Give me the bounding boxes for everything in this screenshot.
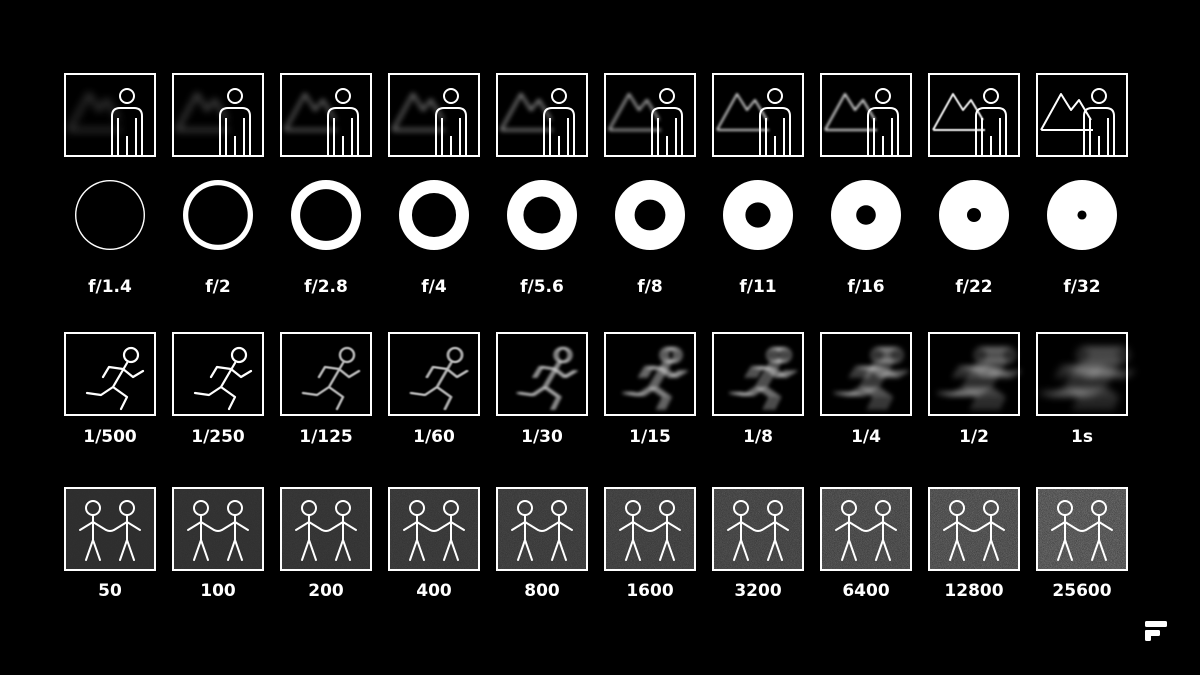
shutter-speed-label: 1/60 (413, 427, 455, 447)
f-stop-label: f/1.4 (88, 277, 132, 297)
iso-value-label: 400 (416, 581, 452, 601)
running-man-icon (604, 332, 696, 416)
iso-labels-row: 50 100 200 400 800 1600 3200 6400 12800 25600 (98, 581, 1112, 601)
running-man-icon (496, 332, 588, 416)
shutter-speed-label: 1/8 (743, 427, 773, 447)
two-people-holding-hands-icon (172, 487, 264, 571)
running-man-icon (64, 332, 156, 416)
iso-value-label: 800 (524, 581, 560, 601)
aperture-ring-icon (183, 180, 253, 250)
aperture-ring-icon (939, 180, 1009, 250)
iso-value-label: 25600 (1052, 581, 1111, 601)
two-people-holding-hands-icon (280, 487, 372, 571)
aperture-frames-row (64, 73, 1128, 157)
f-stop-label: f/16 (847, 277, 884, 297)
aperture-ring-icon (399, 180, 469, 250)
running-man-icon (1036, 332, 1135, 416)
running-man-icon (928, 332, 1021, 416)
mountain-person-icon (172, 73, 264, 157)
aperture-ring-icon (1047, 180, 1117, 250)
mountain-person-icon (64, 73, 156, 157)
frandroid-f-logo-icon (1145, 621, 1167, 641)
two-people-holding-hands-icon (496, 487, 588, 571)
shutter-speed-label: 1/125 (299, 427, 353, 447)
shutter-speed-label: 1/15 (629, 427, 671, 447)
mountain-person-icon (928, 73, 1020, 157)
f-stop-label: f/2 (205, 277, 230, 297)
shutter-speed-label: 1/2 (959, 427, 989, 447)
running-man-icon (172, 332, 264, 416)
f-stop-label: f/32 (1063, 277, 1100, 297)
f-stop-label: f/2.8 (304, 277, 348, 297)
iso-value-label: 3200 (734, 581, 781, 601)
running-man-icon (388, 332, 480, 416)
f-stop-label: f/11 (739, 277, 776, 297)
aperture-labels-row: f/1.4 f/2 f/2.8 f/4 f/5.6 f/8 f/11 f/16 f/22 f/32 (88, 277, 1101, 297)
mountain-person-icon (388, 73, 480, 157)
aperture-ring-icon (291, 180, 361, 250)
shutter-speed-label: 1/4 (851, 427, 881, 447)
mountain-person-icon (1036, 73, 1128, 157)
iso-value-label: 50 (98, 581, 122, 601)
running-man-icon (712, 332, 804, 416)
two-people-holding-hands-icon (820, 487, 912, 571)
mountain-person-icon (604, 73, 696, 157)
two-people-holding-hands-icon (1036, 487, 1128, 571)
two-people-holding-hands-icon (64, 487, 156, 571)
f-stop-label: f/22 (955, 277, 992, 297)
shutter-speed-label: 1/30 (521, 427, 563, 447)
iso-value-label: 12800 (944, 581, 1003, 601)
f-stop-label: f/4 (421, 277, 447, 297)
running-man-icon (280, 332, 372, 416)
aperture-ring-icon (615, 180, 685, 250)
two-people-holding-hands-icon (388, 487, 480, 571)
iso-value-label: 200 (308, 581, 344, 601)
shutter-labels-row: 1/500 1/250 1/125 1/60 1/30 1/15 1/8 1/4 1/2 1s (83, 427, 1093, 447)
aperture-ring-icon (507, 180, 577, 250)
mountain-person-icon (280, 73, 372, 157)
shutter-speed-label: 1/250 (191, 427, 245, 447)
shutter-speed-label: 1/500 (83, 427, 137, 447)
iso-value-label: 100 (200, 581, 236, 601)
f-stop-label: f/8 (637, 277, 662, 297)
running-man-icon (820, 332, 912, 416)
two-people-holding-hands-icon (712, 487, 804, 571)
two-people-holding-hands-icon (928, 487, 1020, 571)
iso-value-label: 1600 (626, 581, 673, 601)
iso-row (64, 487, 1128, 571)
aperture-ring-icon (75, 180, 145, 250)
shutter-speed-row (64, 332, 1135, 416)
aperture-ring-icon (723, 180, 793, 250)
mountain-person-icon (496, 73, 588, 157)
shutter-speed-label: 1s (1071, 427, 1093, 447)
mountain-person-icon (712, 73, 804, 157)
two-people-holding-hands-icon (604, 487, 696, 571)
iso-value-label: 6400 (842, 581, 889, 601)
mountain-person-icon (820, 73, 912, 157)
aperture-ring-icon (831, 180, 901, 250)
f-stop-label: f/5.6 (520, 277, 564, 297)
aperture-rings-row (75, 180, 1117, 250)
